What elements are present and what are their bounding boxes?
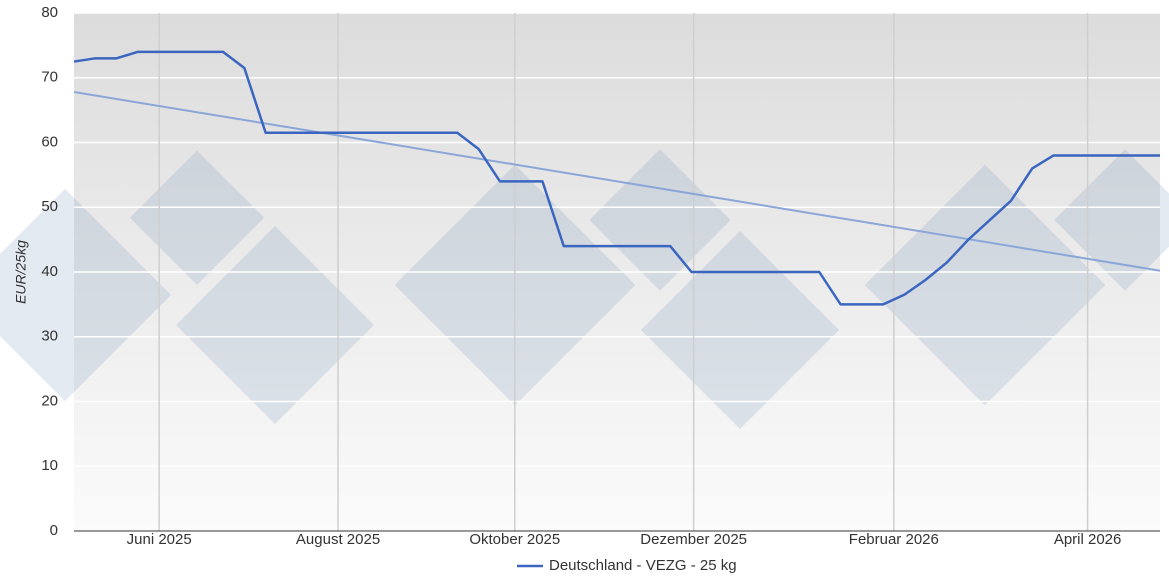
legend-label: Deutschland - VEZG - 25 kg xyxy=(549,557,737,574)
y-tick-label: 60 xyxy=(41,133,58,150)
y-tick-label: 50 xyxy=(41,198,58,215)
y-axis-label: EUR/25kg xyxy=(13,240,29,304)
y-tick-label: 10 xyxy=(41,457,58,474)
series-line xyxy=(73,50,1160,306)
trend-line xyxy=(73,91,1161,272)
x-tick-label: Dezember 2025 xyxy=(640,531,747,548)
y-tick-label: 0 xyxy=(50,522,58,539)
y-tick-label: 40 xyxy=(41,263,58,280)
y-tick-label: 80 xyxy=(41,4,58,21)
x-tick-label: August 2025 xyxy=(296,531,380,548)
x-tick-label: Oktober 2025 xyxy=(469,531,560,548)
x-tick-label: April 2026 xyxy=(1054,531,1122,548)
y-tick-label: 20 xyxy=(41,392,58,409)
y-tick-label: 30 xyxy=(41,328,58,345)
x-tick-label: Juni 2025 xyxy=(127,531,192,548)
marks xyxy=(73,50,1161,306)
y-tick-label: 70 xyxy=(41,69,58,86)
x-tick-label: Februar 2026 xyxy=(849,531,939,548)
